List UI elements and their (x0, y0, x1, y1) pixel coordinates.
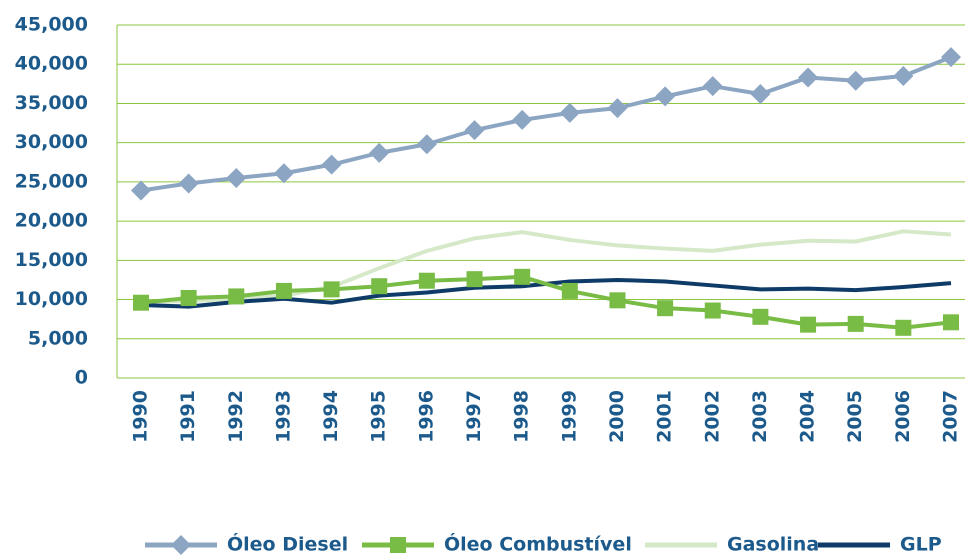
data-point (371, 278, 388, 295)
x-tick-label: 1992 (225, 390, 247, 443)
x-tick-label: 2002 (701, 390, 723, 443)
legend-marker (390, 537, 406, 553)
legend-label: Óleo Diesel (227, 532, 348, 556)
x-tick-label: 2005 (844, 390, 866, 443)
y-tick-label: 5,000 (28, 327, 88, 349)
x-tick-label: 1994 (320, 390, 342, 443)
y-tick-label: 0 (75, 367, 88, 389)
data-point (133, 294, 149, 311)
data-point (369, 142, 390, 163)
y-tick-label: 45,000 (15, 14, 88, 36)
x-tick-label: 1991 (177, 390, 199, 443)
y-tick-label: 20,000 (15, 210, 88, 232)
data-point (514, 268, 531, 285)
y-tick-label: 10,000 (15, 288, 88, 310)
data-point (798, 67, 819, 88)
x-tick-label: 2001 (654, 390, 676, 443)
y-tick-label: 15,000 (15, 249, 88, 271)
legend-marker (171, 535, 191, 555)
data-point (275, 282, 292, 299)
data-point (323, 281, 340, 298)
x-tick-label: 2004 (797, 390, 819, 443)
series-line (140, 55, 952, 193)
data-point (559, 102, 580, 123)
x-tick-label: 1993 (272, 390, 294, 443)
data-point (943, 314, 959, 331)
data-point (845, 70, 866, 91)
series-line (140, 229, 952, 304)
data-point (228, 288, 245, 305)
x-tick-label: 1997 (463, 390, 485, 443)
y-tick-label: 25,000 (15, 170, 88, 192)
data-point (895, 319, 912, 336)
x-tick-label: 1990 (130, 390, 152, 443)
data-point (512, 109, 533, 130)
data-point (657, 300, 674, 317)
data-point (704, 302, 721, 319)
x-tick-label: 2003 (749, 390, 771, 443)
data-point (609, 292, 626, 309)
data-point (561, 282, 578, 299)
data-point (180, 289, 197, 306)
y-tick-label: 40,000 (15, 53, 88, 75)
x-tick-label: 2000 (606, 390, 628, 443)
data-point (416, 134, 437, 155)
data-point (702, 76, 723, 97)
data-point (273, 163, 294, 184)
data-point (178, 173, 199, 194)
legend-label: GLP (900, 534, 942, 556)
data-point (750, 84, 771, 105)
data-point (321, 154, 342, 175)
data-point (655, 86, 676, 107)
data-point (752, 308, 769, 325)
x-tick-label: 1999 (558, 390, 580, 443)
x-tick-label: 1995 (368, 390, 390, 443)
legend-label: Óleo Combustível (444, 532, 632, 556)
data-point (131, 180, 151, 201)
y-tick-label: 35,000 (15, 92, 88, 114)
x-tick-label: 1996 (415, 390, 437, 443)
data-point (893, 65, 914, 86)
x-tick-label: 2006 (892, 390, 914, 443)
data-point (941, 47, 961, 68)
x-tick-label: 2007 (940, 390, 962, 443)
series-line (140, 274, 952, 330)
data-point (464, 120, 485, 141)
y-tick-label: 30,000 (15, 131, 88, 153)
data-point (418, 272, 435, 289)
data-point (607, 98, 628, 119)
data-point (226, 167, 247, 188)
data-point (847, 315, 864, 332)
x-tick-label: 1998 (511, 390, 533, 443)
data-point (466, 271, 483, 288)
data-point (800, 316, 817, 333)
legend-label: Gasolina (727, 534, 819, 556)
